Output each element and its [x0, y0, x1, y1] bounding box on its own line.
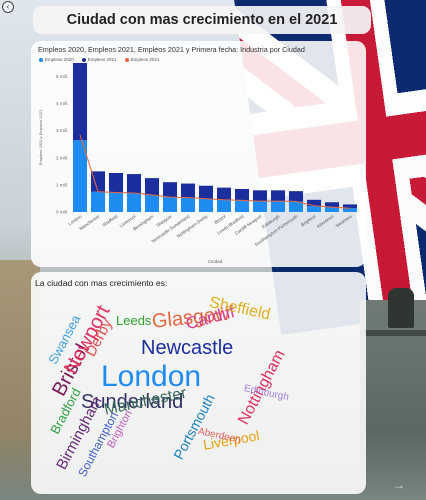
bar-2020-8 [216, 199, 232, 212]
page-title: Ciudad con mas crecimiento en el 2021 [66, 12, 338, 28]
bar-2021-13 [306, 199, 322, 207]
legend-swatch-1 [81, 57, 86, 62]
legend-item-2[interactable]: Empleos 2021 [124, 57, 160, 62]
y-tick-label-1: 1 mill. [56, 182, 68, 187]
bar-2021-11 [270, 190, 286, 202]
cloud-word-sunderland[interactable]: Sunderland [81, 391, 184, 413]
bridge-rail [360, 330, 426, 336]
title-card: Ciudad con mas crecimiento en el 2021 [33, 6, 371, 34]
y-tick-label-0: 0 mill. [56, 210, 68, 215]
bar-2020-12 [288, 201, 304, 212]
line-series [79, 134, 351, 209]
bar-2021-15 [342, 204, 358, 209]
bar-2020-9 [234, 200, 250, 212]
bar-2020-6 [180, 197, 196, 212]
y-tick-label-3: 3 mill. [56, 128, 68, 133]
x-tick-label-15: Swansea [335, 213, 353, 228]
x-tick-label-8: Bristol [213, 214, 226, 225]
bar-2020-0 [72, 140, 88, 212]
bar-2021-4 [144, 178, 160, 196]
cloud-word-london[interactable]: London [101, 360, 202, 393]
bar-2020-4 [144, 195, 160, 212]
bar-2021-14 [324, 202, 340, 208]
back-arrow-circle-icon[interactable]: ‹ [2, 1, 14, 13]
bar-2020-10 [252, 201, 268, 212]
x-tick-label-14: Aberdeen [316, 213, 335, 229]
bar-2021-12 [288, 191, 304, 202]
bar-2021-2 [108, 172, 124, 193]
bar-2020-14 [324, 207, 340, 212]
legend-label-2: Empleos 2021 [130, 57, 160, 62]
chart-legend: Empleos 2020 Empleos 2021 Empleos 2021 [39, 57, 159, 62]
y-tick-label-2: 2 mill. [56, 155, 68, 160]
bar-2020-13 [306, 206, 322, 212]
bar-2021-9 [234, 188, 250, 201]
bar-2020-5 [162, 197, 178, 212]
legend-label-1: Empleos 2021 [87, 57, 117, 62]
bar-chart-card[interactable]: Empleos 2020, Empleos 2021, Empleos 2021… [31, 41, 366, 267]
pedestrians [388, 288, 414, 328]
legend-item-0[interactable]: Empleos 2020 [39, 57, 74, 62]
bar-2020-11 [270, 201, 286, 212]
cloud-title: La ciudad con mas crecimiento es: [35, 278, 168, 288]
bar-2021-6 [180, 183, 196, 198]
legend-label-0: Empleos 2020 [45, 57, 74, 62]
bar-2020-7 [198, 198, 214, 212]
bar-2020-1 [90, 191, 106, 212]
legend-swatch-2 [124, 57, 129, 62]
x-axis-label: Ciudad [208, 259, 223, 264]
bar-2021-5 [162, 182, 178, 198]
y-tick-label-5: 5 mill. [56, 74, 68, 79]
legend-item-1[interactable]: Empleos 2021 [81, 57, 117, 62]
bar-2021-10 [252, 190, 268, 202]
bar-2021-3 [126, 174, 142, 194]
chart-title: Empleos 2020, Empleos 2021, Empleos 2021… [38, 45, 305, 54]
bar-2020-2 [108, 192, 124, 212]
bar-2021-7 [198, 185, 214, 199]
legend-swatch-0 [39, 57, 43, 62]
x-tick-label-7: Nottingham-Derby [176, 213, 209, 238]
bar-2020-3 [126, 193, 142, 212]
bar-2021-8 [216, 187, 232, 200]
cloud-word-newcastle[interactable]: Newcastle [141, 337, 234, 359]
arrow-right-icon[interactable]: → [393, 478, 405, 492]
y-tick-label-4: 4 mill. [56, 101, 68, 106]
word-cloud-card[interactable]: La ciudad con mas crecimiento es: London… [31, 272, 366, 494]
y-axis-label: Empleos 2020 y Empleos 2021 [38, 109, 43, 165]
x-tick-label-13: Brighton [300, 213, 317, 227]
cloud-word-leeds[interactable]: Leeds [116, 313, 152, 328]
x-tick-label-2: Sheffield [101, 213, 119, 227]
bar-2021-0 [72, 63, 88, 141]
bar-2021-1 [90, 171, 106, 192]
bar-2020-15 [342, 208, 358, 212]
x-tick-label-1: Manchester [78, 213, 101, 231]
chart-plot: 0 mill. 1 mill. 2 mill. 3 mill. 4 mill. 5 mil… [38, 63, 358, 264]
